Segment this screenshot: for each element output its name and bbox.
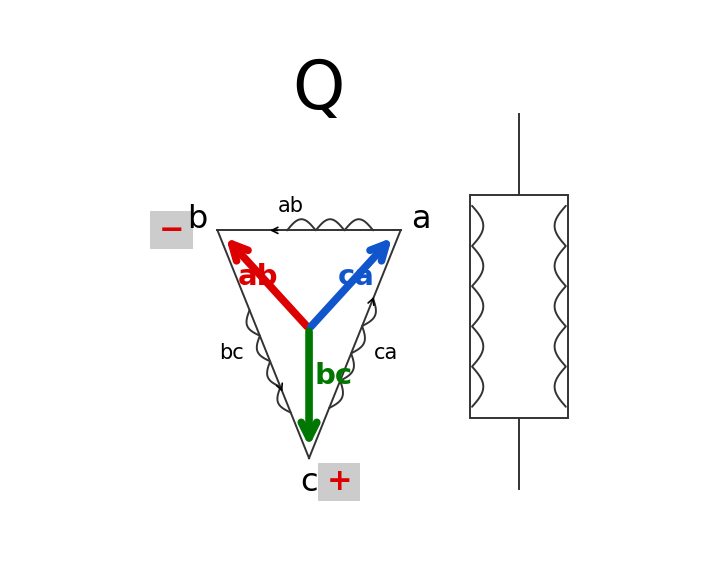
Text: bc: bc	[220, 343, 244, 363]
Text: bc: bc	[315, 361, 352, 390]
Text: b: b	[187, 204, 207, 235]
Bar	[470, 195, 568, 418]
Text: ab: ab	[278, 196, 304, 216]
Bar	[318, 463, 360, 501]
Text: Q: Q	[291, 57, 344, 123]
Bar	[151, 211, 193, 249]
Text: a: a	[411, 204, 431, 235]
Text: −: −	[159, 216, 184, 245]
Text: +: +	[326, 467, 352, 496]
Text: c: c	[300, 467, 318, 498]
Text: ab: ab	[237, 263, 278, 291]
Text: ca: ca	[338, 263, 374, 291]
Text: ca: ca	[374, 343, 398, 363]
